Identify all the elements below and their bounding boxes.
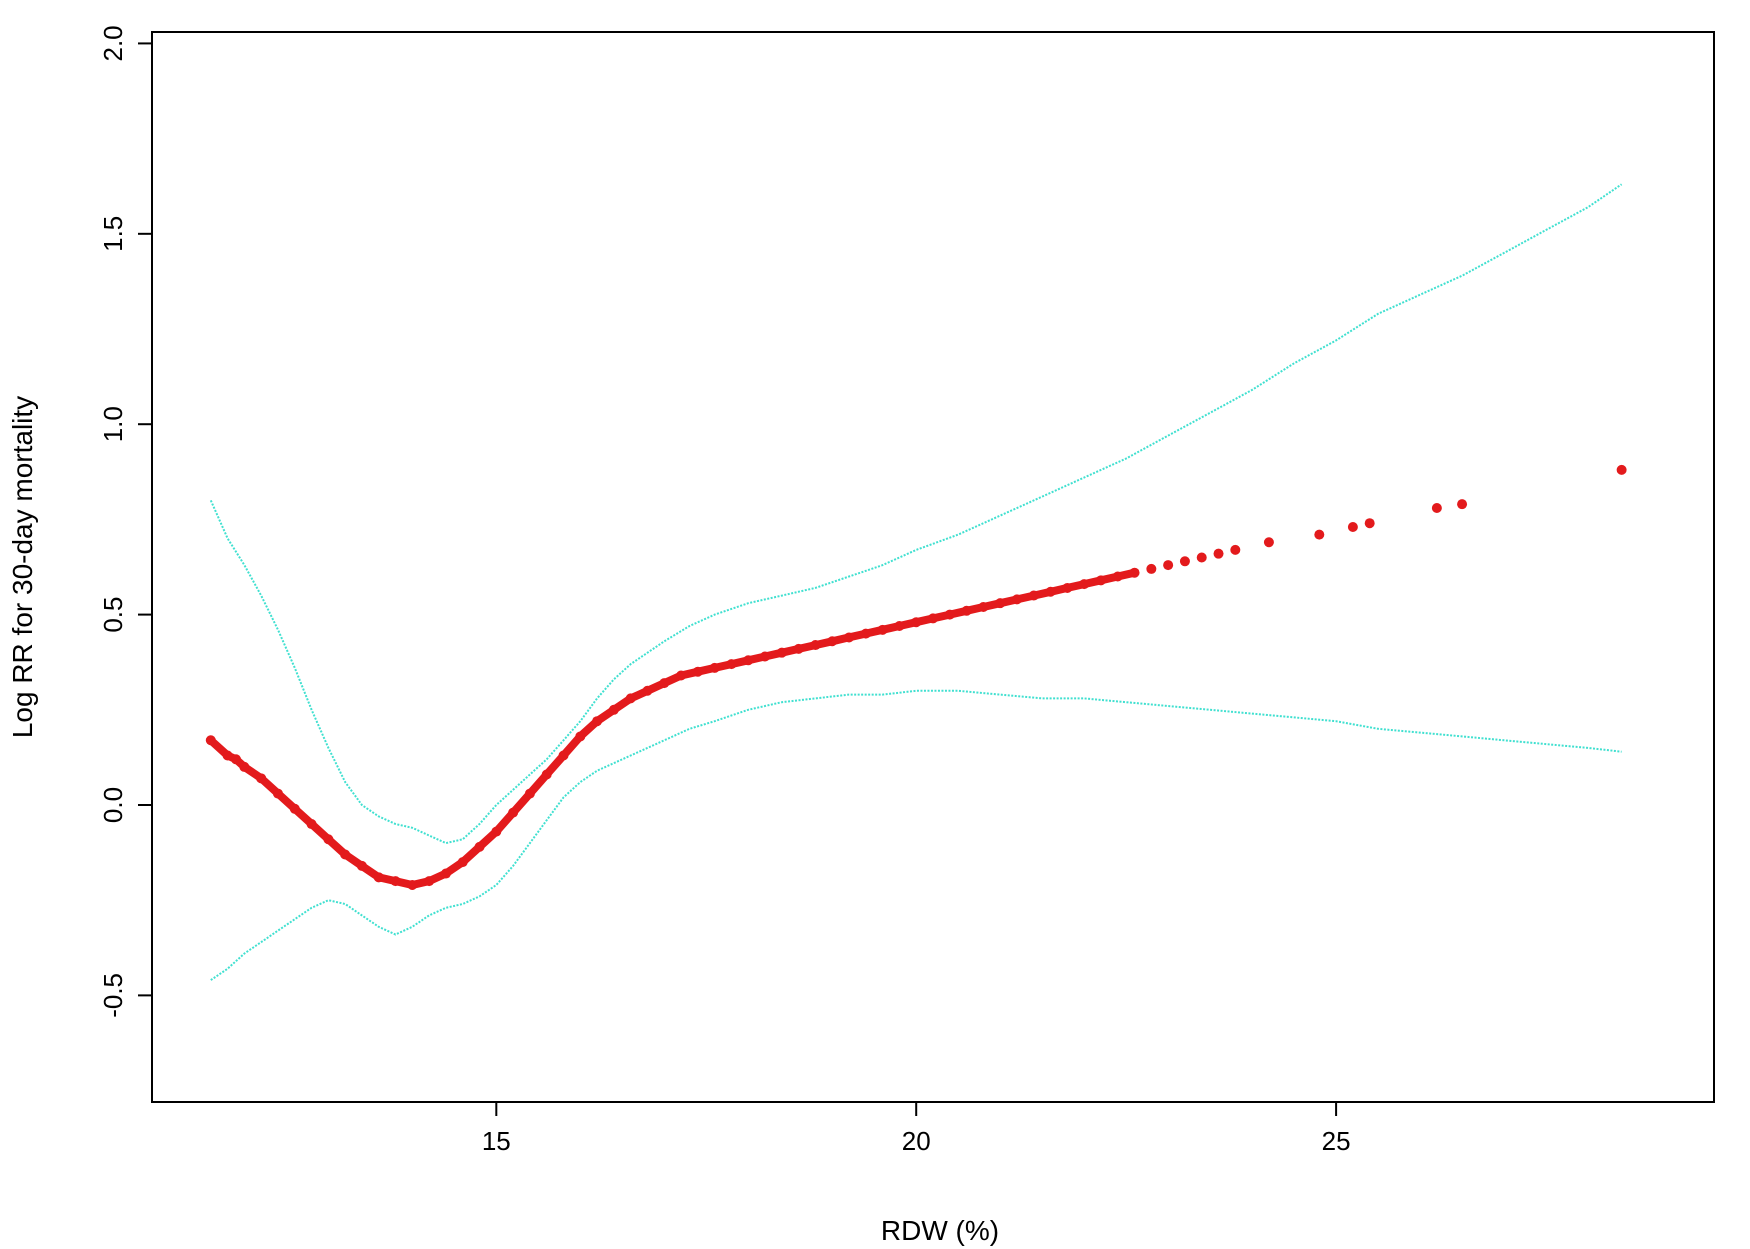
estimate-point [356,860,367,871]
estimate-point [1062,582,1073,593]
estimate-point [306,819,317,830]
y-tick-label: -0.5 [98,973,128,1018]
estimate-point [239,761,250,772]
estimate-point [558,750,569,761]
estimate-line [206,568,1139,889]
estimate-point [474,841,485,852]
estimate-point [877,624,888,635]
estimate-point [272,788,283,799]
x-tick-label: 15 [482,1126,511,1156]
y-tick-label: 2.0 [98,25,128,61]
estimate-point [1179,556,1190,567]
estimate-point [390,876,401,887]
estimate-point [323,834,334,845]
estimate-point [289,803,300,814]
estimate-point [676,670,687,681]
estimate-point [424,876,435,887]
ci-upper-line [209,183,1623,845]
estimate-point [726,659,737,670]
y-tick-label: 0.0 [98,787,128,823]
estimate-point [230,754,241,765]
estimate-point [659,678,670,689]
estimate-point [1213,548,1224,559]
estimate-point [1263,537,1274,548]
estimate-point [1196,552,1207,563]
estimate-point [222,750,233,761]
estimate-point [1457,499,1468,510]
estimate-point [692,666,703,677]
estimate-point [928,613,938,624]
estimate-point [508,807,519,818]
estimate-point [1095,575,1106,586]
estimate-point [1079,579,1090,590]
estimate-point [1431,502,1442,513]
y-tick-label: 0.5 [98,597,128,633]
estimate-point [793,643,804,654]
estimate-point [1011,594,1022,605]
estimate-point [827,636,838,647]
estimate-point [373,872,384,883]
estimate-point [205,735,216,746]
estimate-point [457,857,468,868]
y-axis-title: Log RR for 30-day mortality [7,396,38,738]
plot-frame [151,31,1715,1103]
confidence-band [209,183,1623,981]
estimate-point [911,617,922,628]
estimate-point [776,647,787,658]
estimate-point [760,651,771,662]
estimate-point [1347,522,1358,533]
estimate-point [944,609,955,620]
estimate-point [995,598,1006,609]
estimate-point [1364,518,1375,529]
estimate-point [1028,590,1039,601]
estimate-point [844,632,855,643]
estimate-point [860,628,871,639]
estimate-point [961,605,972,616]
x-axis-title: RDW (%) [881,1215,999,1246]
x-tick-label: 25 [1322,1126,1351,1156]
estimate-point [1163,560,1174,571]
estimate-point [541,769,552,780]
estimate-point [978,601,989,612]
estimate-point [709,662,720,673]
estimate-point [1112,571,1123,582]
estimate-point [625,693,636,704]
estimate-point [407,879,418,890]
estimate-point [743,655,754,666]
x-tick-label: 20 [902,1126,931,1156]
estimate-point [642,685,653,696]
x-axis: 15 20 25 [482,1102,1351,1156]
y-tick-label: 1.5 [98,216,128,252]
estimate-point [608,704,619,715]
estimate-point [592,716,603,727]
estimate-point [524,788,535,799]
estimate-point [894,621,905,632]
estimate-point [256,773,267,784]
estimate-point [1129,567,1140,578]
estimate-point [1230,544,1241,555]
estimate-series [205,464,1627,890]
y-tick-label: 1.0 [98,406,128,442]
estimate-point [1314,529,1325,540]
estimate-point [810,640,821,651]
estimate-point [1146,563,1157,574]
y-axis: -0.5 0.0 0.5 1.0 1.5 2.0 [98,25,152,1018]
estimate-point [491,826,502,837]
estimate-point [440,868,451,879]
estimate-point [1616,464,1627,475]
estimate-point [1045,586,1056,597]
estimate-point [575,731,586,742]
estimate-point [340,849,351,860]
ci-lower-line [210,689,1622,981]
